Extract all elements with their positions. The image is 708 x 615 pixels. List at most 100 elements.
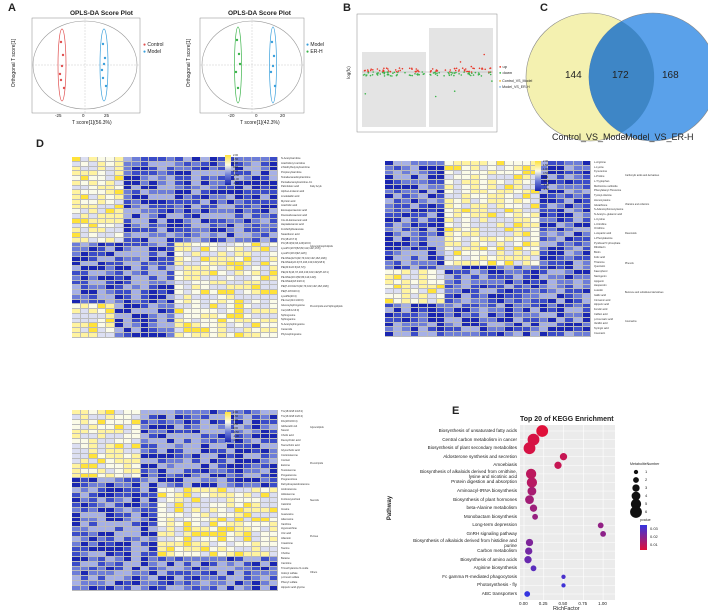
heatmap-cell: [522, 184, 532, 190]
heatmap-cell: [419, 175, 428, 180]
heatmap-cell: [72, 458, 81, 464]
heatmap-cell: [453, 237, 463, 242]
heatmap-cell: [175, 313, 184, 319]
heatmap-cell: [123, 429, 133, 435]
heatmap-cell: [97, 517, 107, 523]
heatmap-cell: [106, 199, 115, 205]
heatmap-cell: [209, 556, 219, 562]
heatmap-cell: [235, 204, 244, 210]
heatmap-cell: [200, 488, 210, 494]
heatmap-cell: [132, 323, 141, 328]
heatmap-cell: [209, 434, 219, 440]
heatmap-cell: [505, 194, 514, 199]
heatmap-cell: [556, 161, 566, 166]
heatmap-cell: [496, 256, 506, 261]
heatmap-cell: [393, 189, 403, 195]
heatmap-cell: [436, 251, 446, 256]
heatmap-cell: [132, 483, 141, 489]
heatmap-group-label: Phenols: [625, 261, 634, 265]
heatmap-row-label: Inosine: [281, 507, 290, 511]
heatmap-cell: [97, 299, 107, 305]
heatmap-cell: [200, 424, 210, 430]
heatmap-cell: [175, 247, 184, 252]
heatmap-cell: [445, 237, 454, 242]
heatmap-cell: [235, 546, 244, 552]
heatmap-cell: [132, 223, 141, 229]
heatmap-cell: [149, 180, 158, 186]
heatmap-cell: [574, 227, 583, 233]
heatmap-cell: [488, 260, 497, 266]
heatmap-cell: [132, 214, 141, 219]
heatmap-cell: [166, 419, 176, 425]
heatmap-cell: [261, 551, 270, 557]
heatmap-cell: [574, 260, 583, 266]
manhattan-point: [394, 69, 397, 71]
manhattan-point: [418, 73, 421, 76]
heatmap-cell: [106, 176, 115, 181]
heatmap-cell: [261, 252, 270, 257]
heatmap-row-label: L-Aspartic acid: [594, 232, 612, 236]
heatmap-cell: [106, 542, 115, 547]
heatmap-cell: [548, 208, 557, 214]
heatmap-cell: [89, 429, 98, 435]
heatmap-cell: [410, 189, 420, 195]
heatmap-cell: [574, 232, 583, 237]
heatmap-cell: [218, 275, 227, 281]
heatmap-cell: [252, 458, 262, 464]
heatmap-cell: [149, 454, 158, 459]
heatmap-cell: [114, 586, 124, 591]
heatmap-cell: [123, 223, 133, 229]
heatmap-cell: [97, 256, 107, 262]
heatmap-cell: [269, 546, 279, 552]
heatmap-cell: [252, 537, 262, 543]
heatmap-cell: [462, 213, 471, 218]
heatmap-cell: [209, 323, 219, 328]
heatmap-cell: [72, 185, 81, 191]
heatmap-cell: [243, 473, 253, 479]
heatmap-cell: [166, 332, 176, 338]
heatmap-cell: [132, 439, 141, 445]
heatmap-cell: [261, 195, 270, 200]
heatmap-cell: [183, 242, 193, 248]
heatmap-row-label: 11-Deoxycortisol: [281, 498, 301, 501]
heatmap-cell: [539, 194, 549, 199]
heatmap-row-label: Vanillic acid: [594, 322, 608, 326]
heatmap-cell: [192, 290, 201, 295]
heatmap-cell: [462, 298, 471, 304]
heatmap-cell: [582, 275, 592, 280]
heatmap-cell: [132, 318, 141, 324]
heatmap-cell: [226, 566, 236, 572]
heatmap-cell: [548, 213, 557, 218]
heatmap-cell: [175, 449, 184, 455]
heatmap-cell: [140, 483, 150, 489]
heatmap-cell: [479, 161, 489, 166]
heatmap-cell: [436, 213, 446, 218]
heatmap-cell: [410, 165, 420, 171]
heatmap-cell: [226, 483, 236, 489]
heatmap-cell: [140, 256, 150, 262]
manhattan-point: [453, 90, 456, 92]
heatmap-cell: [97, 556, 107, 562]
heatmap-cell: [72, 195, 81, 200]
heatmap-cell: [243, 256, 253, 262]
heatmap-cell: [114, 546, 124, 552]
heatmap-cell: [140, 463, 150, 469]
heatmap-cell: [513, 246, 523, 252]
heatmap-cell: [243, 299, 253, 305]
manhattan-point: [367, 71, 370, 74]
heatmap-cell: [166, 483, 176, 489]
heatmap-cell: [80, 429, 90, 435]
heatmap-cell: [410, 222, 420, 228]
heatmap-cell: [505, 308, 514, 313]
heatmap-cell: [166, 566, 176, 572]
kegg-point: [525, 495, 534, 504]
heatmap-cell: [261, 498, 270, 503]
heatmap-cell: [218, 218, 227, 224]
heatmap-cell: [106, 410, 115, 415]
heatmap-colorbar-tick: -1.00: [233, 178, 239, 181]
heatmap-cell: [149, 532, 158, 538]
heatmap-cell: [393, 237, 403, 242]
manhattan-point: [377, 72, 380, 74]
heatmap-cell: [106, 190, 115, 195]
heatmap-cell: [149, 252, 158, 257]
